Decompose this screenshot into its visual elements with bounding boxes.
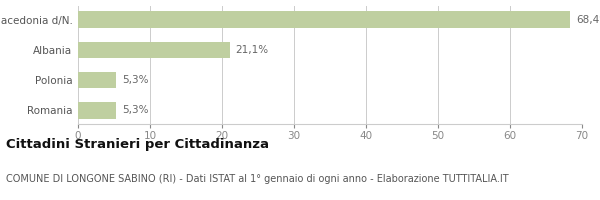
Text: 68,4%: 68,4% <box>576 15 600 25</box>
Text: 21,1%: 21,1% <box>236 45 269 55</box>
Text: Cittadini Stranieri per Cittadinanza: Cittadini Stranieri per Cittadinanza <box>6 138 269 151</box>
Bar <box>78 102 116 119</box>
Text: 5,3%: 5,3% <box>122 105 148 115</box>
Text: 5,3%: 5,3% <box>122 75 148 85</box>
Text: COMUNE DI LONGONE SABINO (RI) - Dati ISTAT al 1° gennaio di ogni anno - Elaboraz: COMUNE DI LONGONE SABINO (RI) - Dati IST… <box>6 174 509 184</box>
Bar <box>78 72 116 88</box>
Bar <box>78 42 230 58</box>
Bar <box>78 11 571 28</box>
